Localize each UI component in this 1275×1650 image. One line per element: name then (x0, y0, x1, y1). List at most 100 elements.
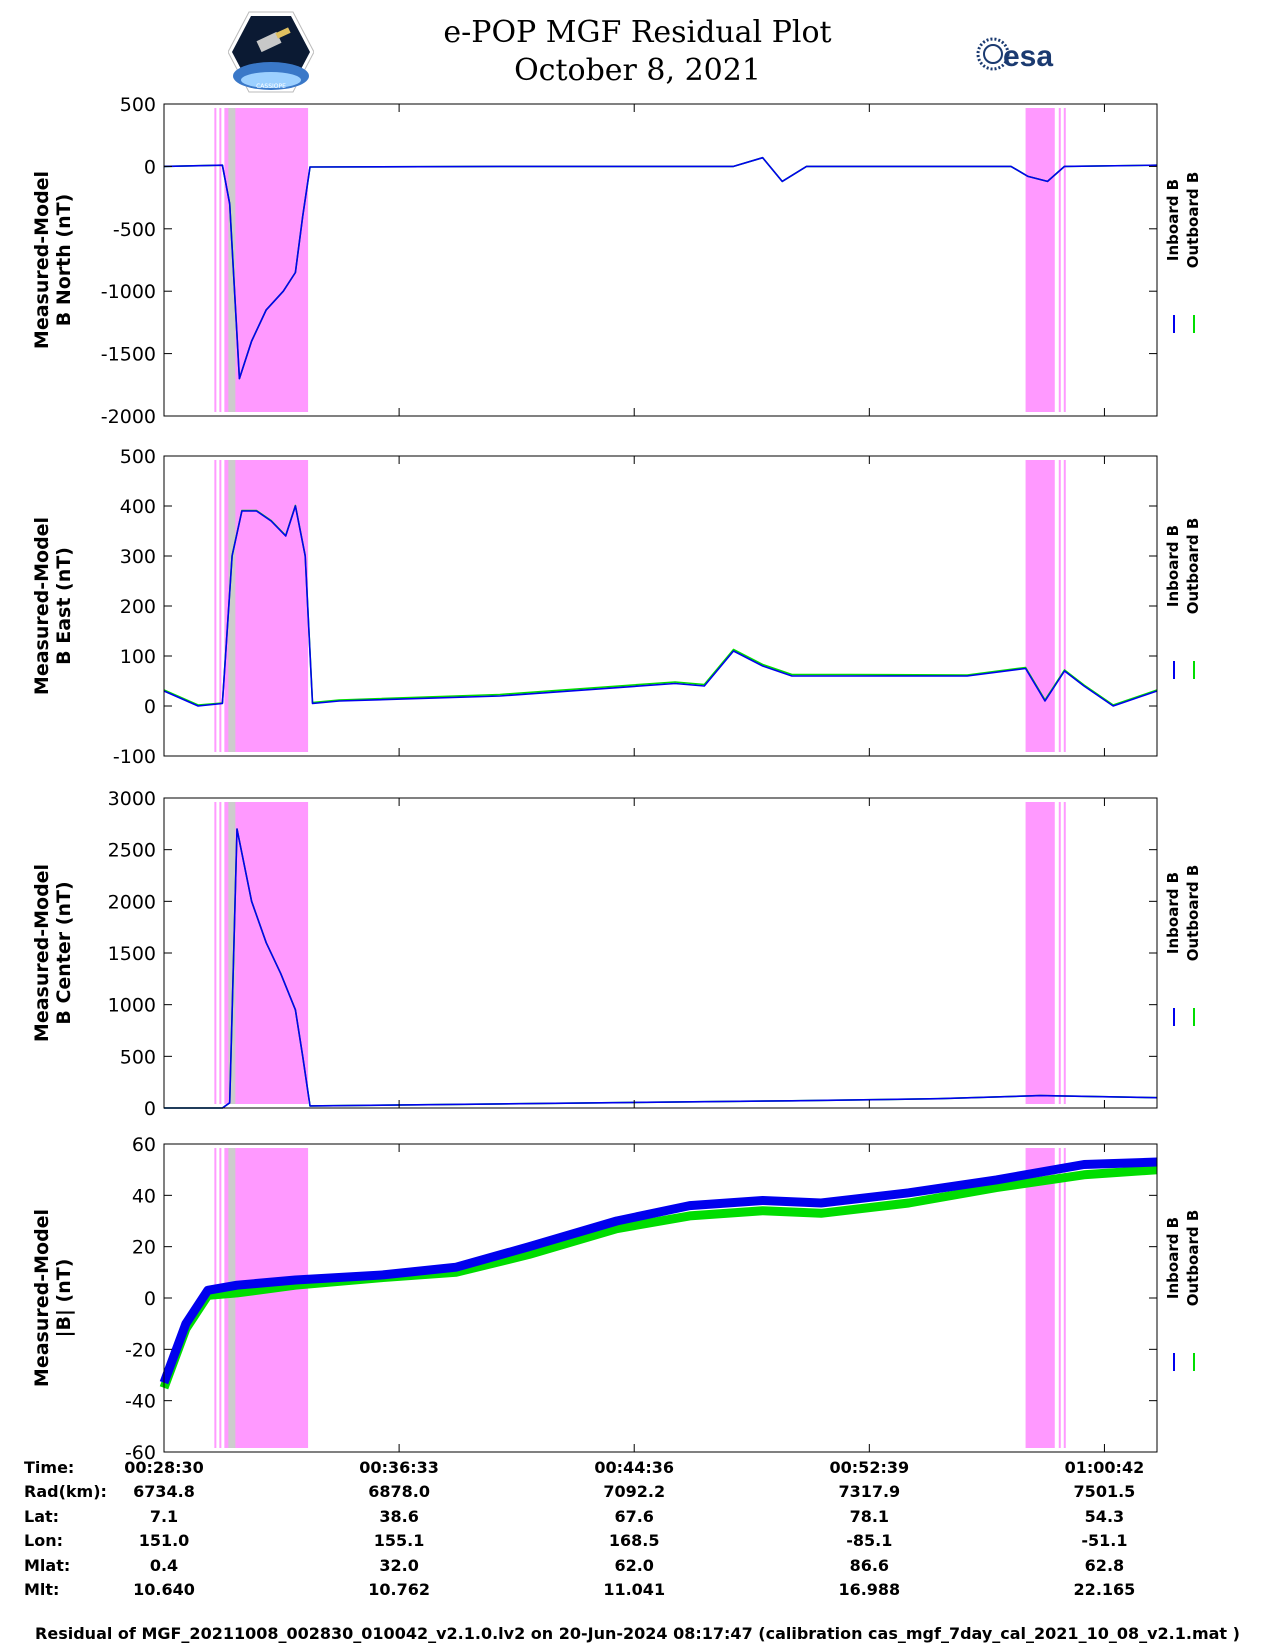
event-shade (224, 108, 309, 412)
info-cell: 22.165 (1073, 1579, 1136, 1599)
legend-labels: Inboard B Outboard B (1164, 518, 1202, 615)
legend-label-inboard: Inboard B (1164, 525, 1182, 607)
info-row: Rad(km): 6734.8 6878.0 7092.2 7317.9 7501.5 (0, 1482, 1275, 1506)
y-tick-label: 0 (144, 1288, 156, 1310)
y-axis-label-line: Measured-Model (31, 171, 53, 349)
legend: Inboard B Outboard B (1164, 172, 1202, 333)
chart-panel-2: 500 400 300 200 100 0 -100 Measured-ModelB East… (31, 446, 1202, 768)
y-axis-label-line: B North (nT) (53, 194, 75, 327)
legend-labels: Inboard B Outboard B (1164, 1210, 1202, 1307)
y-axis-label-line: |B| (nT) (53, 1259, 75, 1338)
y-tick-label: 20 (132, 1237, 156, 1259)
y-tick-label: 300 (120, 546, 156, 568)
y-tick-label: 2000 (108, 891, 156, 913)
legend-label-inboard: Inboard B (1164, 1217, 1182, 1299)
plot-frame (163, 455, 1158, 757)
y-tick-label: -60 (125, 1442, 156, 1460)
info-cell: 01:00:42 (1064, 1458, 1145, 1477)
event-shade (1025, 1148, 1055, 1448)
title-line-1: e-POP MGF Residual Plot (443, 15, 832, 50)
info-cell: 10.762 (368, 1579, 430, 1599)
info-row: Mlat: 0.4 32.0 62.0 86.6 62.8 (0, 1556, 1275, 1580)
info-cell: 6878.0 (368, 1482, 430, 1502)
y-tick-label: 1000 (108, 995, 156, 1017)
legend-labels: Inboard B Outboard B (1164, 865, 1202, 962)
info-row-label: Time: (24, 1458, 75, 1477)
info-row: Lon: 151.0 155.1 168.5 -85.1 -51.1 (0, 1531, 1275, 1555)
info-cell: 00:28:30 (124, 1458, 204, 1477)
series-line-inboard (159, 1157, 1158, 1385)
y-tick-label: 500 (120, 94, 156, 116)
legend-label-inboard: Inboard B (1164, 872, 1182, 954)
y-tick-label: -40 (125, 1391, 156, 1413)
info-cell: -85.1 (846, 1531, 893, 1551)
y-tick-label: 2500 (108, 840, 156, 862)
info-cell: 7317.9 (838, 1482, 901, 1502)
y-tick-label: 0 (144, 696, 156, 718)
gap-shade (228, 1148, 236, 1448)
plot-frame (163, 103, 1158, 417)
info-cell: -51.1 (1081, 1531, 1128, 1551)
chart-title: e-POP MGF Residual Plot October 8, 2021 (0, 14, 1275, 90)
gap-shade (228, 460, 236, 752)
y-tick-label: -1000 (101, 281, 156, 303)
event-shade (1025, 460, 1055, 752)
info-cell: 151.0 (138, 1531, 190, 1551)
info-cell: 11.041 (603, 1579, 666, 1599)
info-cell: 86.6 (849, 1555, 890, 1575)
event-shade (224, 802, 309, 1104)
chart-panel-4: 60 40 20 0 -20 -40 -60 Measured-Model|B| (nT) In… (31, 1134, 1202, 1460)
series-line-outboard (164, 828, 1158, 1109)
info-cell: 78.1 (849, 1506, 890, 1526)
event-shade (224, 1148, 309, 1448)
legend-label-outboard: Outboard B (1184, 518, 1202, 615)
y-axis-label-line: B Center (nT) (53, 881, 75, 1024)
y-axis-label: Measured-ModelB Center (nT) (31, 864, 75, 1042)
info-cell: 10.640 (133, 1579, 195, 1599)
orbit-info-table: Time: 00:28:30 00:36:33 00:44:36 00:52:39 01:… (0, 1458, 1275, 1604)
y-tick-label: -1500 (101, 344, 156, 366)
y-axis-label: Measured-ModelB East (nT) (31, 517, 75, 695)
info-row-label: Mlt: (24, 1579, 60, 1599)
y-axis-label: Measured-Model|B| (nT) (31, 1209, 75, 1387)
title-line-2: October 8, 2021 (514, 53, 761, 88)
y-tick-label: -20 (125, 1339, 156, 1361)
info-cell: 7501.5 (1073, 1482, 1136, 1502)
chart-panel-3: 3000 2500 2000 1500 1000 500 0 Measured-ModelB … (31, 788, 1202, 1120)
info-cell: 62.0 (614, 1555, 654, 1575)
info-cell: 16.988 (838, 1579, 901, 1599)
info-cell: 67.6 (614, 1506, 654, 1526)
series-line-inboard (163, 156, 1158, 380)
info-row: Lat: 7.1 38.6 67.6 78.1 54.3 (0, 1507, 1275, 1531)
series-line-inboard (163, 505, 1158, 707)
y-tick-label: 40 (132, 1185, 156, 1207)
legend-labels: Inboard B Outboard B (1164, 172, 1202, 269)
info-row-label: Rad(km): (24, 1482, 107, 1502)
y-tick-label: 3000 (108, 788, 156, 810)
info-row-label: Lon: (24, 1531, 63, 1551)
y-tick-label: 500 (120, 446, 156, 468)
info-cell: 00:44:36 (594, 1458, 674, 1477)
info-cell: 00:36:33 (359, 1458, 439, 1477)
chart-panel-1: 500 0 -500 -1000 -1500 -2000 Measured-ModelB N… (31, 94, 1202, 428)
info-row-label: Mlat: (24, 1555, 71, 1575)
y-tick-label: 200 (120, 596, 156, 618)
info-cell: 38.6 (379, 1506, 419, 1526)
legend: Inboard B Outboard B (1164, 518, 1202, 679)
info-cell: 168.5 (608, 1531, 660, 1551)
y-axis-label-line: B East (nT) (53, 547, 75, 665)
y-axis-label-line: Measured-Model (31, 1209, 53, 1387)
esa-logo: esa (975, 36, 1095, 80)
info-row: Mlt: 10.640 10.762 11.041 16.988 22.165 (0, 1580, 1275, 1604)
y-tick-label: 1500 (108, 943, 156, 965)
info-cell: 7092.2 (603, 1482, 666, 1502)
legend: Inboard B Outboard B (1164, 1210, 1202, 1371)
y-tick-label: 60 (132, 1134, 156, 1156)
plot-frame (163, 797, 1158, 1109)
series-line-outboard (163, 156, 1158, 380)
footer-caption: Residual of MGF_20211008_002830_010042_v… (35, 1624, 1240, 1643)
series-line-outboard (159, 1165, 1158, 1390)
y-tick-label: 100 (120, 646, 156, 668)
y-axis-label-line: Measured-Model (31, 864, 53, 1042)
